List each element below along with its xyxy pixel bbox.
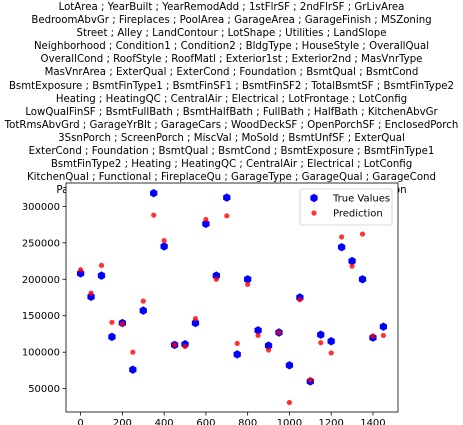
data-points: [76, 189, 388, 406]
x-tick-label: 600: [196, 418, 215, 425]
x-tick-label: 1000: [277, 418, 302, 425]
prediction-point: [161, 238, 167, 244]
prediction-point: [78, 267, 84, 273]
y-tick-label: 250000: [22, 238, 60, 249]
title-line: Heating ; HeatingQC ; CentralAir ; Elect…: [55, 93, 408, 105]
legend-label: True Values: [332, 194, 390, 205]
title-line: BedroomAbvGr ; Fireplaces ; PoolArea ; G…: [31, 15, 432, 27]
prediction-point: [359, 231, 366, 237]
title-line: MasVnrArea ; ExterQual ; ExterCond ; Fou…: [44, 67, 419, 79]
prediction-point: [328, 350, 334, 356]
prediction-point: [286, 399, 293, 406]
prediction-point: [192, 316, 199, 322]
x-tick-label: 400: [155, 418, 174, 425]
prediction-point: [339, 234, 345, 240]
title-line: LowQualFinSF ; BsmtFullBath ; BsmtHalfBa…: [25, 106, 438, 118]
prediction-point: [203, 216, 209, 223]
title-line: BsmtFinType2 ; Heating ; HeatingQC ; Cen…: [50, 159, 413, 171]
x-tick-label: 0: [77, 418, 83, 425]
prediction-point: [265, 347, 272, 353]
true-value-point: [223, 193, 231, 202]
prediction-point: [255, 332, 261, 339]
y-axis: 50000 100000 150000 200000 250000 300000: [22, 202, 66, 395]
y-tick-label: 150000: [22, 311, 60, 322]
true-value-point: [379, 322, 388, 331]
true-value-point: [150, 189, 158, 198]
prediction-point: [88, 290, 94, 296]
true-value-point: [285, 361, 294, 370]
true-value-point: [244, 275, 252, 284]
prediction-point: [370, 333, 376, 339]
true-value-point: [202, 219, 210, 229]
legend-marker-prediction: [311, 210, 317, 216]
prediction-point: [119, 321, 125, 327]
true-value-point: [160, 242, 168, 251]
true-value-point: [139, 306, 147, 315]
true-value-point: [348, 256, 356, 266]
y-tick-label: 200000: [22, 275, 60, 286]
title-line: KitchenQual ; Functional ; FireplaceQu ;…: [27, 172, 436, 184]
true-value-point: [317, 330, 325, 339]
title-line: Neighborhood ; Condition1 ; Condition2 ;…: [33, 41, 430, 53]
prediction-point: [234, 340, 240, 347]
y-tick-label: 300000: [22, 202, 60, 213]
true-value-point: [108, 332, 116, 342]
title-line: OverallCond ; RoofStyle ; RoofMatl ; Ext…: [40, 54, 423, 66]
prediction-point: [140, 298, 146, 304]
prediction-point: [182, 343, 188, 349]
true-value-point: [264, 341, 273, 350]
y-tick-label: 100000: [22, 348, 60, 359]
title-line: BsmtExposure ; BsmtFinType1 ; BsmtFinSF1…: [8, 80, 455, 92]
chart-title: LotArea ; YearBuilt ; YearRemodAdd ; 1st…: [0, 1, 463, 197]
title-line: TotRmsAbvGrd ; GarageYrBlt ; GarageCars …: [4, 119, 459, 131]
legend-label: Prediction: [333, 209, 383, 220]
prediction-point: [98, 262, 105, 269]
true-value-point: [129, 365, 137, 374]
true-value-point: [337, 242, 346, 252]
title-line: LotArea ; YearBuilt ; YearRemodAdd ; 1st…: [58, 2, 405, 13]
prediction-point: [171, 342, 178, 348]
title-line: Street ; Alley ; LandContour ; LotShape …: [76, 28, 387, 40]
title-line: 3SsnPorch ; ScreenPorch ; MiscVal ; MoSo…: [58, 132, 405, 144]
prediction-point: [130, 349, 136, 355]
true-value-point: [358, 275, 367, 284]
prediction-point: [297, 297, 303, 303]
legend: True Values Prediction: [299, 188, 393, 226]
prediction-point: [245, 281, 251, 287]
prediction-point: [380, 332, 386, 339]
y-tick-label: 50000: [28, 384, 60, 395]
prediction-point: [307, 377, 313, 383]
legend-marker-true-values: [310, 193, 318, 203]
title-line: ExterCond ; Foundation ; BsmtQual ; Bsmt…: [28, 146, 435, 158]
legend-box: [299, 188, 393, 226]
true-value-point: [254, 326, 262, 335]
prediction-point: [318, 340, 324, 346]
x-tick-label: 800: [238, 418, 257, 425]
true-value-point: [191, 318, 200, 328]
true-value-point: [97, 271, 106, 280]
true-value-point: [233, 350, 241, 359]
prediction-point: [151, 212, 157, 218]
x-axis: 0 200 400 600 800 1000 1200 1400: [77, 412, 386, 425]
x-tick-label: 200: [113, 418, 132, 425]
prediction-point: [109, 319, 115, 325]
prediction-point: [213, 276, 219, 282]
true-value-point: [327, 337, 335, 346]
x-tick-label: 1200: [318, 418, 343, 425]
series-prediction: [78, 212, 386, 406]
x-tick-label: 1400: [360, 418, 385, 425]
prediction-point: [224, 213, 230, 219]
prediction-point: [349, 263, 355, 269]
prediction-point: [276, 329, 282, 336]
